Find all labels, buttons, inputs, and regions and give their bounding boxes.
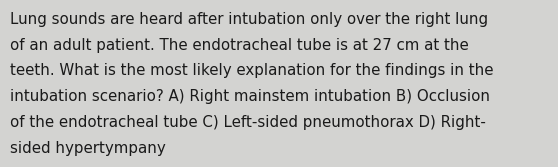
Text: sided hypertympany: sided hypertympany — [10, 141, 166, 156]
Text: Lung sounds are heard after intubation only over the right lung: Lung sounds are heard after intubation o… — [10, 12, 488, 27]
Text: intubation scenario? A) Right mainstem intubation B) Occlusion: intubation scenario? A) Right mainstem i… — [10, 89, 490, 104]
Text: of an adult patient. The endotracheal tube is at 27 cm at the: of an adult patient. The endotracheal tu… — [10, 38, 469, 53]
Text: of the endotracheal tube C) Left-sided pneumothorax D) Right-: of the endotracheal tube C) Left-sided p… — [10, 115, 486, 130]
Text: teeth. What is the most likely explanation for the findings in the: teeth. What is the most likely explanati… — [10, 63, 493, 78]
